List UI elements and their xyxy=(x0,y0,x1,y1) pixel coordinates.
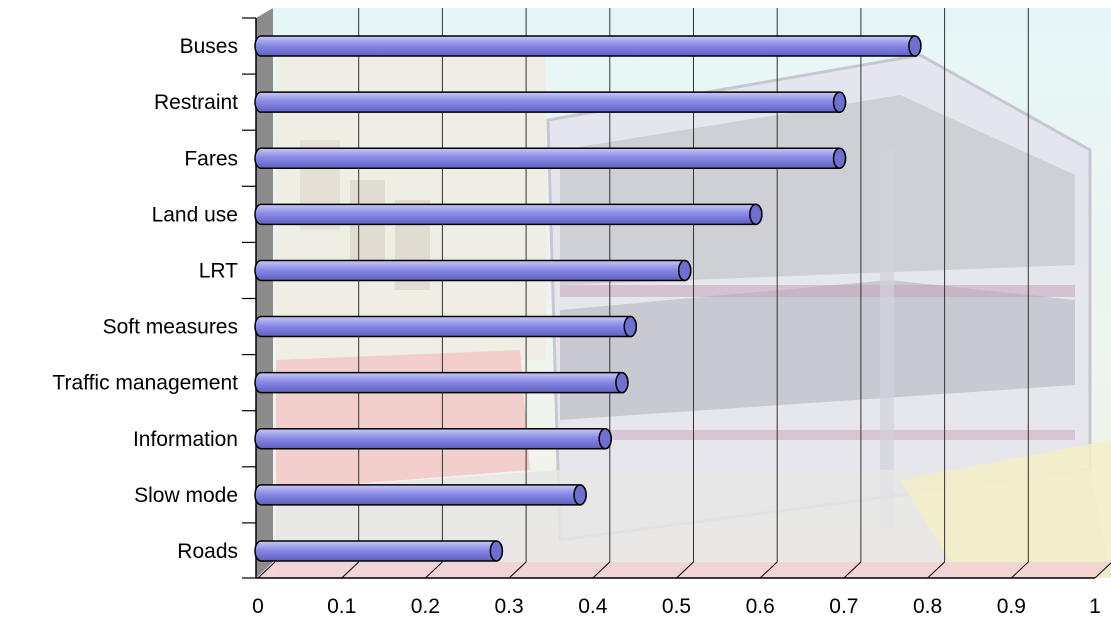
x-tick-label: 0 xyxy=(252,595,264,618)
category-label: LRT xyxy=(199,259,238,282)
x-tick-label: 1 xyxy=(1089,595,1101,618)
gridline-0 xyxy=(257,561,276,579)
bar-information xyxy=(254,428,612,450)
category-label: Roads xyxy=(177,540,238,563)
x-tick-label: 0.5 xyxy=(662,595,691,618)
x-tick-label: 0.8 xyxy=(913,595,942,618)
bar-lrt xyxy=(254,259,692,282)
bars xyxy=(254,35,922,562)
bar-roads xyxy=(254,540,504,562)
category-label: Information xyxy=(133,428,238,451)
bar-soft-measures xyxy=(254,315,638,338)
x-tick-label: 0.2 xyxy=(411,595,440,618)
x-tick-label: 0.1 xyxy=(327,595,356,618)
bar-restraint xyxy=(254,91,847,113)
category-label: Land use xyxy=(152,203,238,226)
x-tick-label: 0.3 xyxy=(494,595,523,618)
category-label: Slow mode xyxy=(134,484,238,507)
x-tick-label: 0.4 xyxy=(578,595,608,618)
x-tick-labels: 0 0.1 0.2 0.3 0.4 0.5 0.6 0.7 0.8 0.9 1 xyxy=(252,595,1101,618)
bar-slow-mode xyxy=(254,484,587,506)
bar-traffic-management xyxy=(254,371,629,394)
x-tick-label: 0.7 xyxy=(829,595,858,618)
category-label: Restraint xyxy=(154,91,238,114)
gridline-1 xyxy=(1094,562,1111,579)
gridline-0.9 xyxy=(1010,8,1029,579)
category-label: Soft measures xyxy=(103,316,238,339)
x-tick-label: 0.6 xyxy=(746,595,775,618)
category-label: Fares xyxy=(184,147,238,170)
chart-floor xyxy=(256,562,1111,578)
bar-buses xyxy=(254,35,922,57)
category-label: Traffic management xyxy=(52,372,238,395)
category-labels: Buses Restraint Fares Land use LRT Soft measu… xyxy=(52,35,238,563)
bar-fares xyxy=(254,147,847,169)
gridline-0.8 xyxy=(927,8,946,579)
gridline-0.7 xyxy=(843,8,862,579)
category-label: Buses xyxy=(180,35,238,58)
bar-land-use xyxy=(254,203,763,226)
x-tick-label: 0.9 xyxy=(997,595,1026,618)
